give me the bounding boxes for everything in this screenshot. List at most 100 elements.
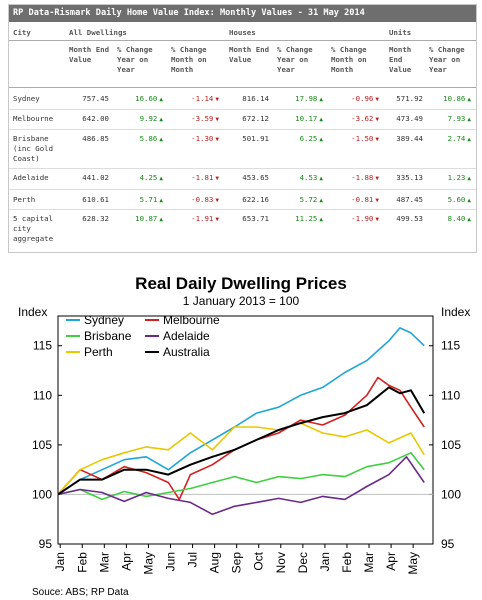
x-tick-label: Dec (296, 552, 310, 573)
city-name: Sydney (13, 94, 40, 103)
down-arrow-icon: ▼ (375, 175, 379, 182)
value-cell: 499.53 (389, 214, 423, 224)
value-cell: 757.45 (69, 94, 109, 104)
value-cell: 486.85 (69, 134, 109, 144)
value-text: -3.59 (191, 114, 214, 123)
x-tick-label: Jan (318, 552, 332, 571)
value-text: -1.30 (191, 134, 214, 143)
x-tick-label: Feb (340, 552, 354, 573)
y-tick-label-left: 105 (32, 438, 52, 452)
value-cell: 8.40 ▲ (429, 214, 471, 225)
x-tick-label: Sep (230, 552, 244, 574)
value-text: 499.53 (396, 214, 423, 223)
up-arrow-icon: ▲ (319, 175, 323, 182)
value-cell: 441.02 (69, 173, 109, 183)
value-cell: 1.23 ▲ (429, 173, 471, 184)
value-cell: 642.00 (69, 114, 109, 124)
y-tick-label-left: 110 (33, 388, 52, 402)
x-tick-label: Apr (119, 552, 133, 571)
y-tick-label-right: 105 (441, 438, 461, 452)
value-cell: 10.87 ▲ (117, 214, 163, 225)
up-arrow-icon: ▲ (467, 197, 471, 204)
value-text: 487.45 (396, 195, 423, 204)
group-header-0: All Dwellings (69, 28, 127, 37)
x-tick-label: Mar (97, 552, 111, 573)
value-cell: 335.13 (389, 173, 423, 183)
value-cell: -3.62 ▼ (331, 114, 379, 125)
down-arrow-icon: ▼ (375, 136, 379, 143)
value-text: 16.60 (135, 94, 158, 103)
value-text: 1.23 (447, 173, 466, 182)
value-cell: -1.81 ▼ (171, 173, 219, 184)
row-divider (9, 129, 476, 130)
down-arrow-icon: ▼ (215, 136, 219, 143)
column-header-7: % Change Year on Year (429, 45, 465, 74)
value-cell: -1.14 ▼ (171, 94, 219, 105)
x-tick-label: Oct (252, 551, 266, 570)
table-title: RP Data-Rismark Daily Home Value Index: … (9, 5, 476, 22)
city-name: 5 capital city aggregate (13, 214, 54, 243)
value-text: 10.17 (295, 114, 318, 123)
value-text: 501.91 (242, 134, 269, 143)
column-header-4: % Change Year on Year (277, 45, 313, 74)
x-tick-label: Aug (208, 552, 222, 573)
value-cell: 7.93 ▲ (429, 114, 471, 125)
series-line-brisbane (57, 452, 425, 501)
value-text: 6.25 (299, 134, 318, 143)
value-cell: 571.92 (389, 94, 423, 104)
down-arrow-icon: ▼ (215, 216, 219, 223)
value-text: -1.88 (351, 173, 374, 182)
row-divider (9, 209, 476, 210)
up-arrow-icon: ▲ (467, 116, 471, 123)
series-line-sydney (57, 327, 425, 496)
column-header-1: % Change Year on Year (117, 45, 153, 74)
down-arrow-icon: ▼ (215, 116, 219, 123)
value-text: -1.90 (351, 214, 374, 223)
value-cell: -1.50 ▼ (331, 134, 379, 145)
value-text: 622.16 (242, 195, 269, 204)
value-cell: 5.60 ▲ (429, 195, 471, 206)
value-text: -0.96 (351, 94, 374, 103)
down-arrow-icon: ▼ (375, 216, 379, 223)
value-cell: 6.25 ▲ (277, 134, 323, 145)
value-cell: -1.30 ▼ (171, 134, 219, 145)
value-cell: -0.81 ▼ (331, 195, 379, 206)
y-tick-label-left: 100 (32, 487, 52, 501)
source-note: Souce: ABS; RP Data (32, 587, 129, 598)
row-divider (9, 87, 476, 88)
value-cell: 9.92 ▲ (117, 114, 163, 125)
column-header-3: Month End Value (229, 45, 270, 64)
up-arrow-icon: ▲ (159, 136, 163, 143)
up-arrow-icon: ▲ (159, 96, 163, 103)
x-tick-label: May (141, 552, 155, 575)
column-header-6: Month End Value (389, 45, 412, 74)
down-arrow-icon: ▼ (215, 96, 219, 103)
value-cell: 389.44 (389, 134, 423, 144)
value-text: 486.85 (82, 134, 109, 143)
legend-label: Melbourne (163, 313, 220, 327)
value-cell: 11.25 ▲ (277, 214, 323, 225)
value-cell: 5.72 ▲ (277, 195, 323, 206)
series-line-perth (57, 422, 425, 495)
row-divider (9, 168, 476, 169)
value-text: 11.25 (295, 214, 318, 223)
x-tick-label: Jul (186, 552, 200, 567)
value-cell: 4.25 ▲ (117, 173, 163, 184)
series-line-adelaide (57, 456, 425, 516)
down-arrow-icon: ▼ (375, 116, 379, 123)
value-cell: 610.61 (69, 195, 109, 205)
up-arrow-icon: ▲ (159, 216, 163, 223)
value-text: -3.62 (351, 114, 374, 123)
value-cell: 622.16 (229, 195, 269, 205)
value-text: -1.14 (191, 94, 214, 103)
up-arrow-icon: ▲ (467, 175, 471, 182)
city-name: Melbourne (13, 114, 54, 123)
value-text: 5.60 (447, 195, 466, 204)
value-cell: 453.65 (229, 173, 269, 183)
plot-frame (57, 315, 434, 545)
x-tick-label: Mar (362, 552, 376, 573)
value-cell: 16.60 ▲ (117, 94, 163, 105)
y-axis-label-right: Index (441, 305, 470, 319)
value-text: 441.02 (82, 173, 109, 182)
